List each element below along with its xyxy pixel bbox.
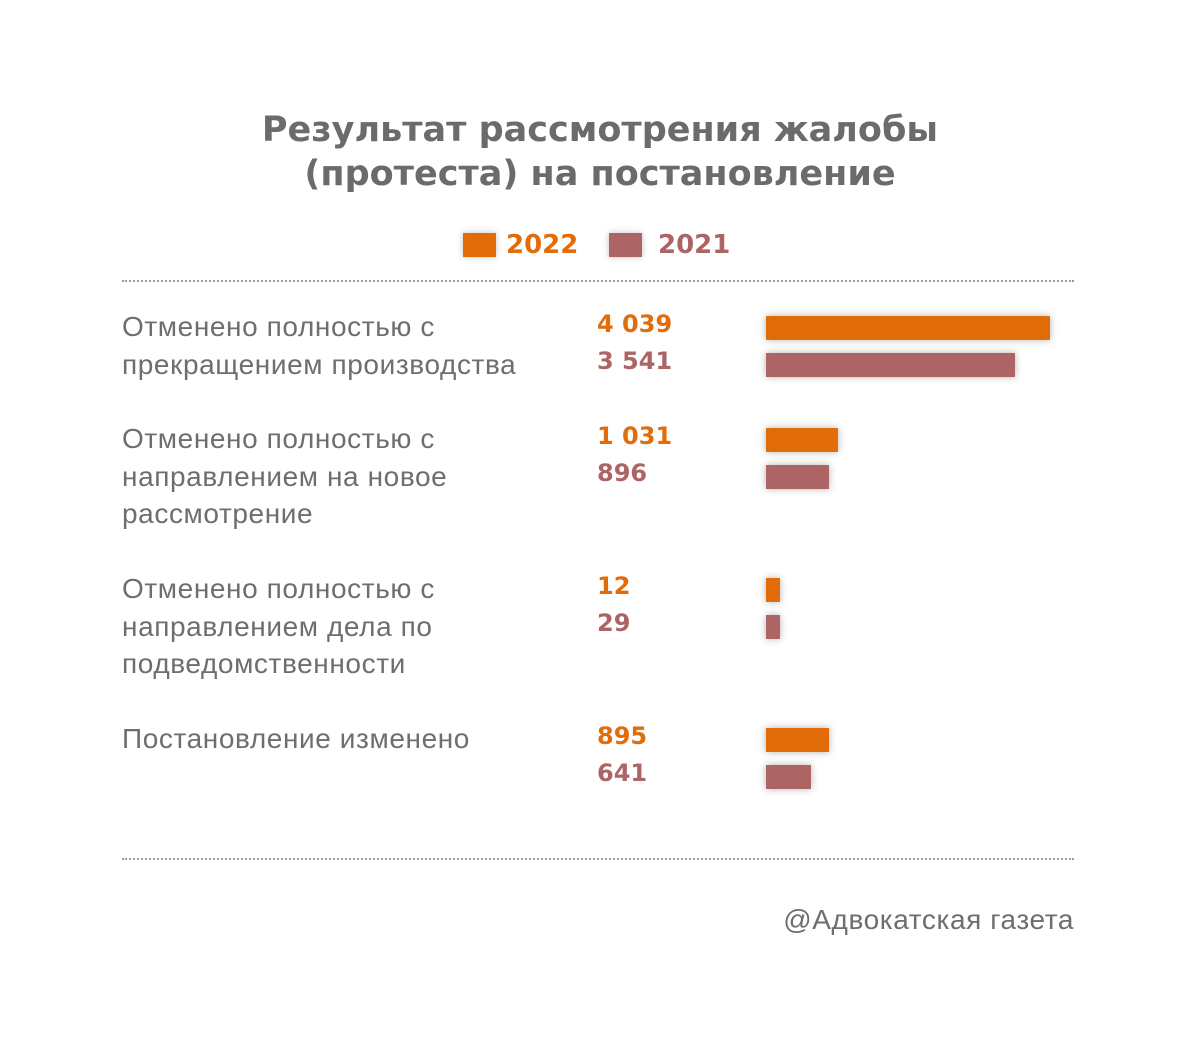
category-label-line: направлением на новое [122, 460, 448, 492]
category-label-line: Отменено полностью с [122, 311, 435, 342]
chart-title-line-2: (протеста) на постановление [304, 154, 896, 194]
bar-2022 [766, 428, 839, 452]
legend-item-2021: 2021 [609, 228, 730, 262]
category-label: Отменено полностью с направлением на ново… [122, 420, 592, 533]
legend-swatch-2022 [463, 233, 496, 257]
value-label-2021: 3 541 [597, 347, 673, 375]
legend-swatch-2021 [609, 233, 642, 257]
category-label: Отменено полностью с прекращением произво… [122, 308, 592, 383]
value-label-2022: 895 [597, 722, 648, 750]
category-label-line: Постановление изменено [122, 723, 470, 754]
value-label-2021: 29 [597, 609, 631, 637]
legend-item-2022: 2022 [463, 228, 578, 262]
category-label-line: Отменено полностью с [122, 573, 435, 604]
bar-2021 [766, 615, 780, 639]
top-divider [122, 280, 1074, 282]
bottom-divider [122, 858, 1074, 860]
category-label-line: подведомственности [122, 648, 406, 679]
source-credit: @Адвокатская газета [783, 904, 1074, 935]
value-label-2022: 1 031 [597, 422, 673, 450]
legend-label-2021: 2021 [658, 230, 731, 260]
category-label: Постановление изменено [122, 720, 592, 758]
category-label: Отменено полностью с направлением дела по… [122, 570, 592, 683]
chart-title-line-1: Результат рассмотрения жалобы [261, 110, 939, 150]
bar-2021 [766, 353, 1015, 377]
chart-title: Результат рассмотрения жалобы (протеста)… [0, 108, 1200, 196]
bar-2022 [766, 728, 829, 752]
legend-label-2022: 2022 [506, 230, 579, 260]
value-label-2021: 641 [597, 759, 648, 787]
bar-2021 [766, 465, 829, 489]
value-label-2022: 4 039 [597, 310, 673, 338]
value-label-2022: 12 [597, 572, 631, 600]
category-label-line: Отменено полностью с [122, 423, 435, 454]
value-label-2021: 896 [597, 459, 648, 487]
category-label-line: рассмотрение [122, 498, 314, 529]
category-label-line: направлением дела по [122, 610, 433, 642]
category-label-line: прекращением производства [122, 348, 517, 380]
bar-2022 [766, 316, 1050, 340]
bar-2022 [766, 578, 780, 602]
bar-2021 [766, 765, 812, 789]
